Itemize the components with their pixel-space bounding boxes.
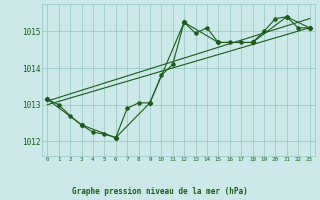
Text: Graphe pression niveau de la mer (hPa): Graphe pression niveau de la mer (hPa)	[72, 187, 248, 196]
